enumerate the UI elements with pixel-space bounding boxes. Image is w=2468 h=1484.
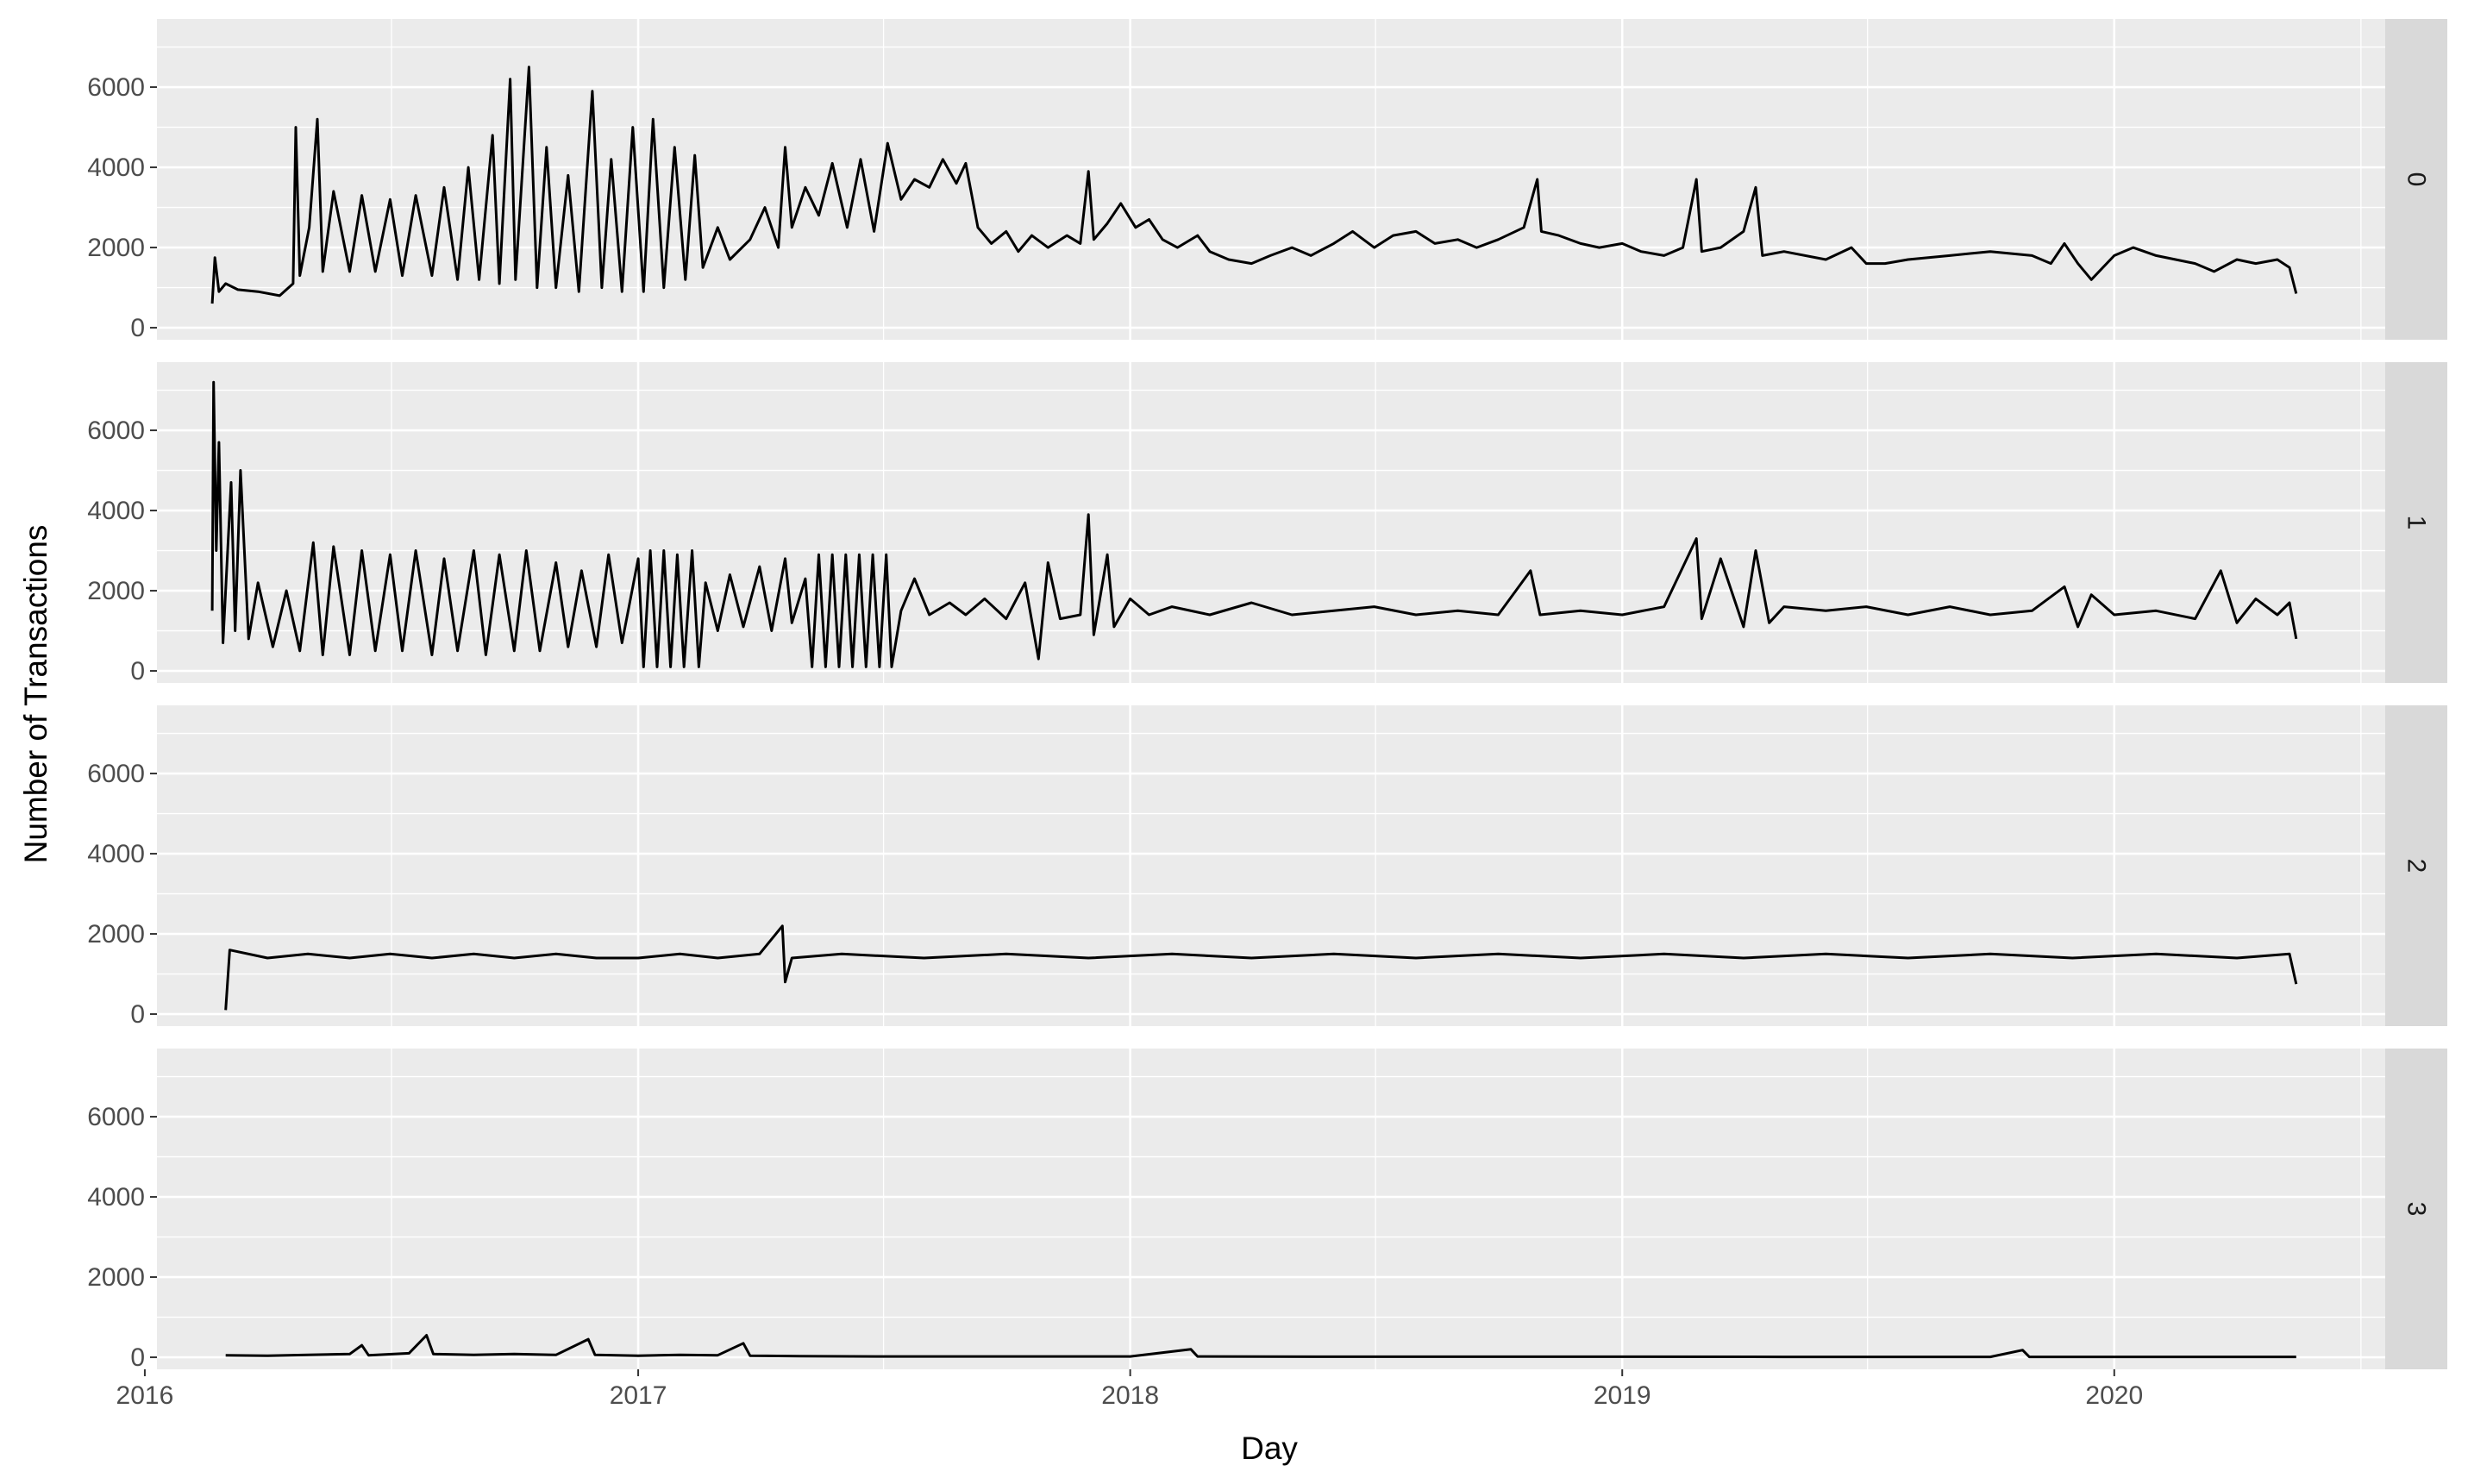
facet-panel-0: 0 2000 4000 6000 0 [87, 19, 2447, 342]
facet-strip-label: 3 [2402, 1202, 2431, 1217]
series-line-3 [225, 1334, 2296, 1359]
y-tick-label: 4000 [87, 153, 145, 182]
y-tick-label: 2000 [87, 577, 145, 605]
y-tick-label: 4000 [87, 840, 145, 868]
x-axis-title: Day [1241, 1431, 1298, 1466]
facet-panel-1: 0 2000 4000 6000 1 [87, 362, 2447, 686]
x-axis: 2016 2017 2018 2019 2020 [116, 1369, 2143, 1410]
panel-background [157, 1049, 2385, 1369]
y-tick-label: 0 [130, 314, 145, 342]
y-tick-label: 4000 [87, 1183, 145, 1212]
x-tick-label: 2018 [1101, 1381, 1159, 1410]
y-axis-title: Number of Transactions [18, 525, 53, 864]
y-tick-label: 2000 [87, 234, 145, 262]
y-tick-label: 6000 [87, 416, 145, 445]
facet-strip [2385, 1049, 2447, 1369]
y-tick-label: 0 [130, 1000, 145, 1029]
x-tick-label: 2020 [2085, 1381, 2143, 1410]
series-line-2 [224, 924, 2298, 1011]
x-tick-label: 2019 [1594, 1381, 1651, 1410]
facet-strip-label: 0 [2402, 172, 2431, 187]
x-tick-label: 2016 [116, 1381, 174, 1410]
series-line-1 [210, 380, 2298, 668]
facet-strip [2385, 705, 2447, 1026]
facet-panels: 0 2000 4000 6000 0 0 2000 4000 6000 1 0 2000 4000 600… [87, 19, 2447, 1372]
series-line-0 [210, 66, 2298, 304]
y-tick-label: 4000 [87, 497, 145, 525]
y-tick-label: 0 [130, 1343, 145, 1372]
facet-panel-2: 0 2000 4000 6000 2 [87, 705, 2447, 1029]
y-tick-label: 0 [130, 657, 145, 686]
y-tick-label: 6000 [87, 760, 145, 788]
facet-strip [2385, 19, 2447, 340]
facet-strip-label: 2 [2402, 859, 2431, 873]
y-tick-label: 6000 [87, 73, 145, 102]
panel-background [157, 19, 2385, 340]
facet-strip [2385, 362, 2447, 683]
panel-background [157, 362, 2385, 683]
facet-panel-3: 0 2000 4000 6000 3 [87, 1049, 2447, 1372]
y-tick-label: 2000 [87, 1263, 145, 1292]
y-tick-label: 6000 [87, 1103, 145, 1131]
x-tick-label: 2017 [610, 1381, 667, 1410]
facet-strip-label: 1 [2402, 516, 2431, 530]
y-tick-label: 2000 [87, 920, 145, 949]
panel-background [157, 705, 2385, 1026]
